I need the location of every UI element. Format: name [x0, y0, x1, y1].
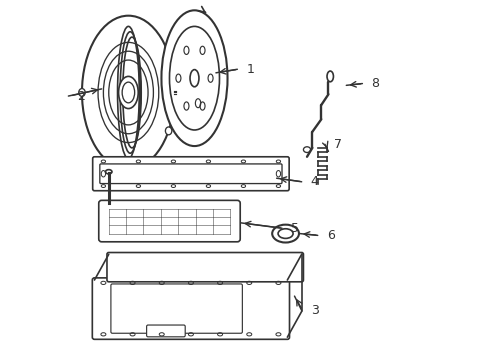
Text: 6: 6 — [326, 229, 334, 242]
Ellipse shape — [326, 71, 333, 82]
Ellipse shape — [272, 225, 298, 243]
Ellipse shape — [278, 229, 292, 238]
Ellipse shape — [79, 89, 85, 96]
Ellipse shape — [200, 102, 204, 110]
Text: 8: 8 — [370, 77, 379, 90]
Ellipse shape — [165, 127, 171, 135]
Text: 1: 1 — [246, 63, 254, 76]
Ellipse shape — [183, 46, 188, 54]
Ellipse shape — [183, 102, 188, 110]
Ellipse shape — [190, 69, 199, 87]
FancyBboxPatch shape — [93, 157, 288, 191]
Text: 3: 3 — [310, 304, 318, 317]
Ellipse shape — [165, 50, 171, 58]
Ellipse shape — [118, 76, 138, 109]
FancyBboxPatch shape — [111, 284, 242, 333]
Ellipse shape — [207, 74, 213, 82]
FancyBboxPatch shape — [146, 325, 185, 337]
Ellipse shape — [161, 10, 227, 146]
Ellipse shape — [176, 74, 181, 82]
FancyBboxPatch shape — [107, 252, 303, 282]
Text: 4: 4 — [310, 175, 318, 188]
Text: 5: 5 — [290, 222, 298, 235]
Ellipse shape — [105, 170, 112, 174]
Ellipse shape — [303, 147, 310, 153]
Text: 7: 7 — [333, 138, 341, 151]
Ellipse shape — [200, 46, 204, 54]
FancyBboxPatch shape — [100, 164, 282, 184]
FancyBboxPatch shape — [92, 278, 289, 339]
Text: 2: 2 — [77, 90, 85, 103]
FancyBboxPatch shape — [99, 201, 240, 242]
